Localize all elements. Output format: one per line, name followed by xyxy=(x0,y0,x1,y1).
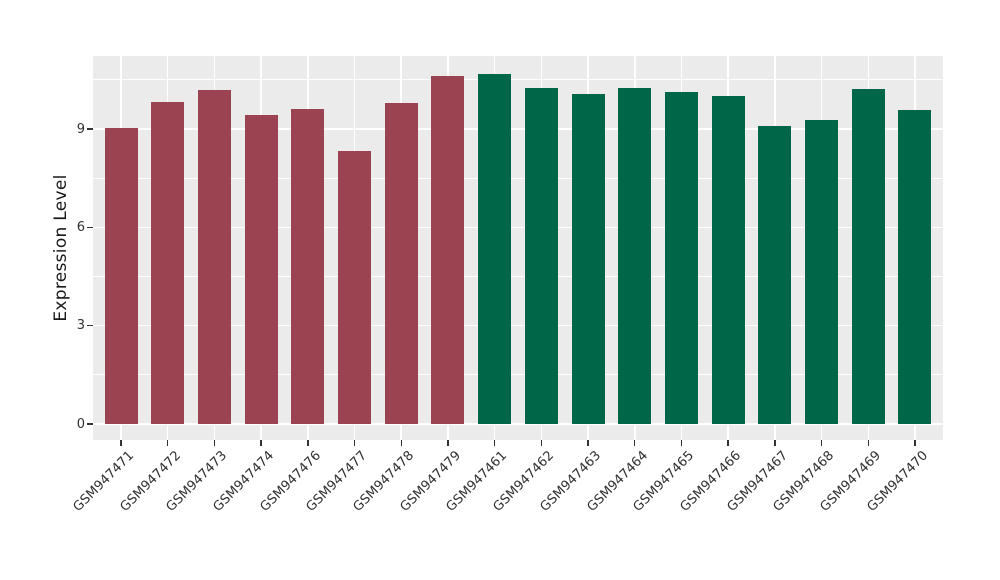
x-tick-mark xyxy=(260,440,262,446)
bar-GSM947473 xyxy=(197,89,231,424)
bar-GSM947478 xyxy=(384,103,418,424)
bar-GSM947472 xyxy=(151,102,185,424)
bar-GSM947462 xyxy=(524,88,558,424)
y-tick-mark xyxy=(87,128,93,130)
minor-gridline xyxy=(93,374,943,376)
bar-GSM947461 xyxy=(478,73,512,424)
bar-GSM947471 xyxy=(104,128,138,424)
x-tick-mark xyxy=(867,440,869,446)
x-tick-mark xyxy=(120,440,122,446)
bar-GSM947476 xyxy=(291,108,325,424)
bar-GSM947469 xyxy=(851,89,885,424)
y-tick-mark xyxy=(87,324,93,327)
x-tick-mark xyxy=(167,440,169,446)
x-tick-mark xyxy=(307,440,309,446)
major-gridline xyxy=(93,128,943,130)
x-tick-mark xyxy=(727,440,729,446)
bar-GSM947470 xyxy=(898,109,932,424)
y-axis-title: Expression Level xyxy=(51,174,71,322)
major-gridline xyxy=(93,324,943,327)
y-tick-mark xyxy=(87,423,93,425)
minor-gridline xyxy=(93,177,943,179)
x-tick-mark xyxy=(774,440,776,446)
x-tick-mark xyxy=(447,440,449,446)
bar-GSM947474 xyxy=(244,114,278,424)
x-tick-mark xyxy=(634,440,636,446)
x-tick-mark xyxy=(353,440,356,446)
y-tick-label: 3 xyxy=(76,318,85,334)
bar-GSM947464 xyxy=(618,87,652,424)
major-gridline xyxy=(93,226,943,229)
bar-GSM947468 xyxy=(805,119,839,424)
x-tick-mark xyxy=(540,440,543,446)
major-gridline xyxy=(93,423,943,425)
plot-panel xyxy=(93,56,943,440)
y-tick-label: 9 xyxy=(76,121,85,137)
x-tick-mark xyxy=(400,440,402,446)
y-tick-mark xyxy=(87,226,93,229)
bar-GSM947466 xyxy=(711,95,745,424)
y-tick-label: 0 xyxy=(76,416,85,432)
y-tick-label: 6 xyxy=(76,219,85,235)
minor-gridline xyxy=(93,79,943,81)
bar-GSM947477 xyxy=(338,150,372,424)
bar-GSM947479 xyxy=(431,76,465,424)
x-tick-mark xyxy=(493,440,496,446)
minor-gridline xyxy=(93,276,943,277)
x-tick-mark xyxy=(680,440,683,446)
bar-GSM947467 xyxy=(758,126,792,424)
bar-GSM947463 xyxy=(571,94,605,424)
x-tick-mark xyxy=(820,440,823,446)
bar-GSM947465 xyxy=(664,91,698,424)
x-tick-mark xyxy=(213,440,216,446)
x-tick-mark xyxy=(914,440,916,446)
x-tick-mark xyxy=(587,440,589,446)
